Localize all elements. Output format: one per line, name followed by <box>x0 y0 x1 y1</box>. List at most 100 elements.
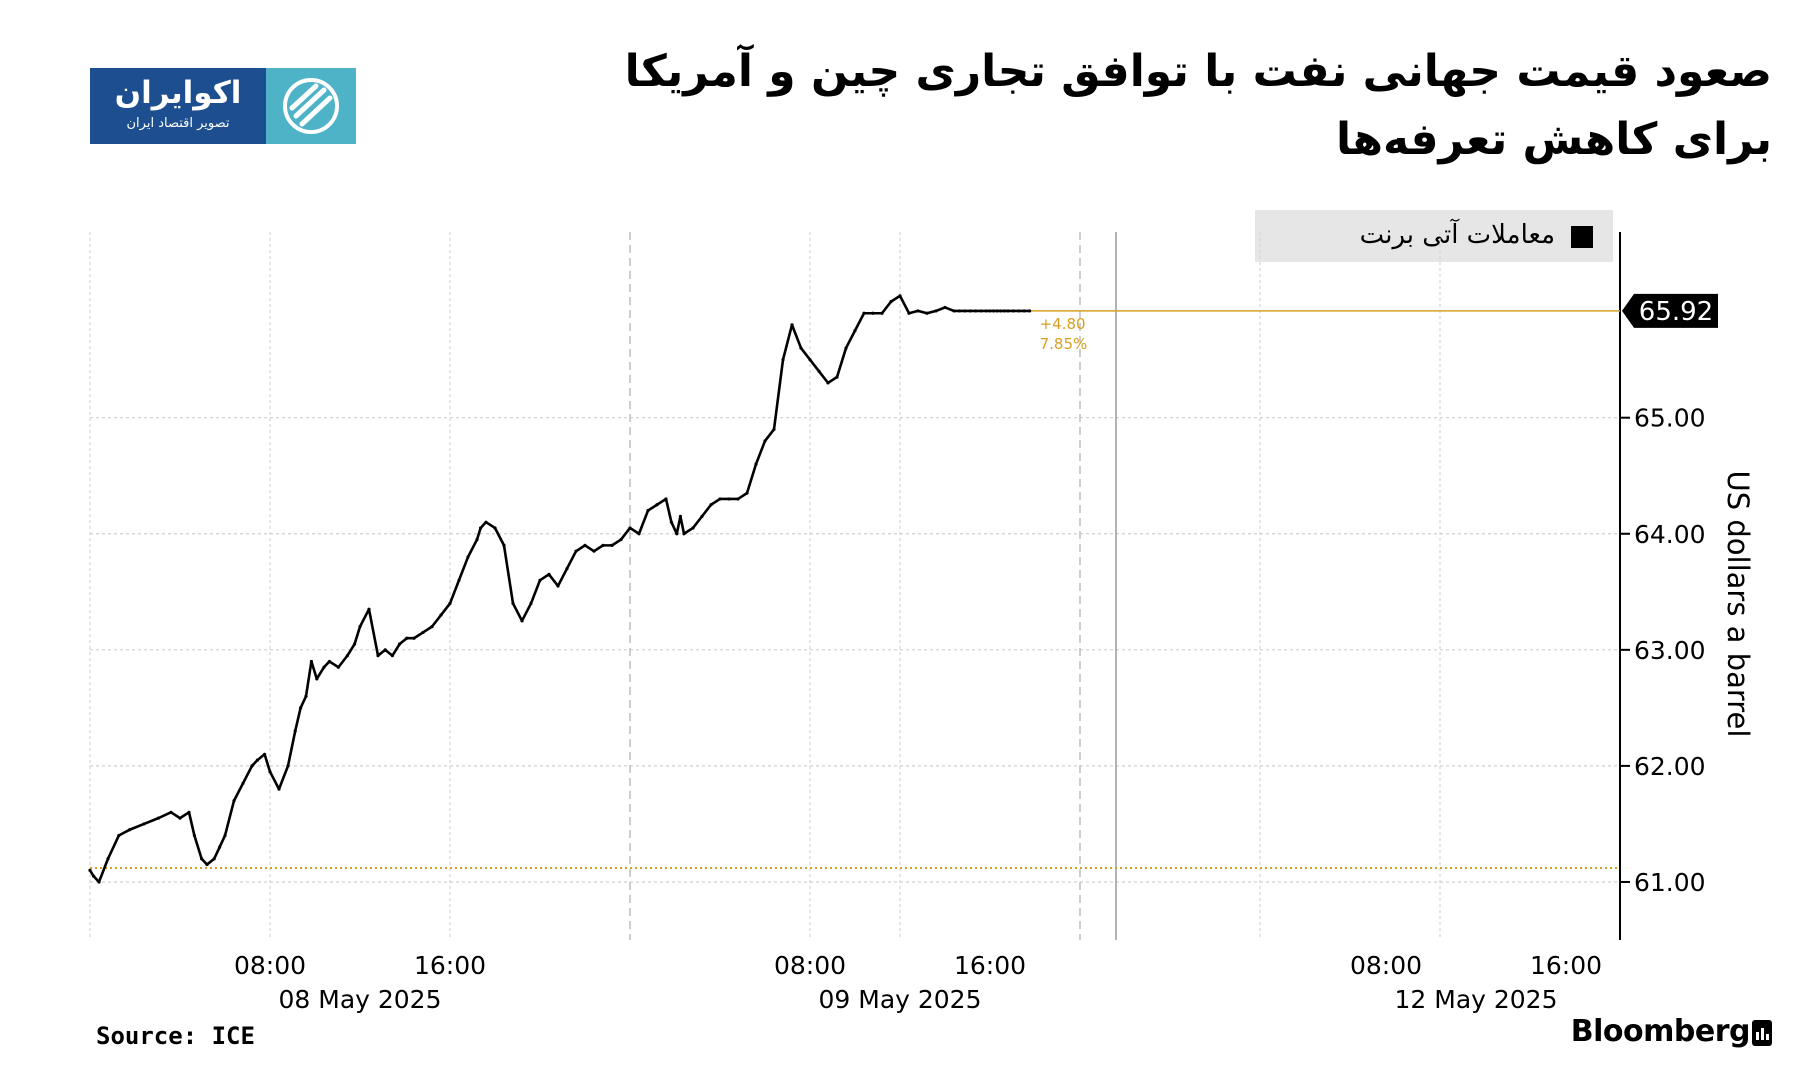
data-point <box>736 497 740 501</box>
y-tick-label: 63.00 <box>1634 636 1706 665</box>
data-point <box>156 816 160 820</box>
data-point <box>529 601 533 606</box>
data-point <box>592 549 596 553</box>
data-point <box>718 497 722 501</box>
data-point <box>128 828 132 832</box>
x-tick-label: 08:00 <box>234 951 306 980</box>
data-point <box>691 526 695 530</box>
data-point <box>169 810 173 814</box>
data-point <box>142 822 146 826</box>
data-point <box>700 514 704 518</box>
x-date-label: 09 May 2025 <box>818 985 981 1014</box>
data-point <box>241 781 245 785</box>
logo-text: اکوایران تصویر اقتصاد ایران <box>90 68 266 144</box>
data-point <box>315 677 319 681</box>
logo-mark-icon <box>266 68 356 144</box>
data-point <box>745 491 749 495</box>
data-point <box>984 309 989 313</box>
data-point <box>390 654 394 658</box>
data-point <box>405 636 409 640</box>
data-point <box>232 799 236 803</box>
data-point <box>1002 309 1007 313</box>
data-point <box>255 758 259 762</box>
data-point <box>610 543 614 547</box>
legend-label: معاملات آتی برنت <box>1359 220 1555 250</box>
legend-swatch <box>1571 226 1593 248</box>
data-point <box>200 857 204 861</box>
data-point <box>263 752 267 756</box>
last-value-label: 65.92 <box>1639 297 1713 327</box>
data-point <box>493 526 497 530</box>
data-point <box>601 543 605 547</box>
data-point <box>187 810 191 814</box>
data-point <box>772 427 776 431</box>
data-point <box>511 601 515 606</box>
data-point <box>457 578 461 582</box>
data-point <box>538 578 542 582</box>
data-point <box>398 642 402 646</box>
data-point <box>212 857 216 861</box>
data-point <box>934 309 938 313</box>
x-date-label: 08 May 2025 <box>278 985 441 1014</box>
data-point <box>322 665 326 669</box>
data-point <box>916 309 920 313</box>
y-tick-label: 64.00 <box>1634 520 1706 549</box>
data-point <box>383 648 387 652</box>
data-point <box>826 381 830 385</box>
data-point <box>106 857 110 861</box>
data-point <box>1028 309 1032 313</box>
data-point <box>574 549 578 553</box>
data-point <box>808 358 812 362</box>
data-point <box>448 601 452 606</box>
data-point <box>223 833 227 838</box>
data-point <box>218 845 222 849</box>
plot-area: +4.80 7.85% <box>88 294 1620 884</box>
data-point <box>727 497 731 501</box>
x-axis: 08:00 08 May 2025 16:00 08:00 09 May 2025 16:… <box>234 951 1602 1014</box>
data-point <box>475 537 479 542</box>
y-axis-label: US dollars a barrel <box>1721 471 1755 738</box>
data-point <box>619 537 623 542</box>
data-point <box>988 309 992 313</box>
data-point <box>117 833 121 838</box>
y-tick-label: 62.00 <box>1634 752 1706 781</box>
data-point <box>817 369 821 373</box>
data-point <box>205 862 209 867</box>
data-point <box>790 323 794 327</box>
gridlines <box>89 232 1620 940</box>
data-point <box>556 584 560 588</box>
x-tick-label: 08:00 <box>774 951 846 980</box>
data-point <box>637 532 641 536</box>
x-tick-label: 16:00 <box>414 951 486 980</box>
data-point <box>1022 309 1026 313</box>
data-point <box>565 566 569 571</box>
x-date-label: 12 May 2025 <box>1394 985 1557 1014</box>
data-point <box>799 346 803 350</box>
data-point <box>502 543 506 547</box>
x-tick-label: 16:00 <box>1530 951 1602 980</box>
data-point <box>952 309 956 313</box>
series-line-brent <box>88 294 1030 884</box>
data-point <box>299 706 303 710</box>
bloomberg-terminal-icon <box>1752 1020 1772 1046</box>
change-pct-label: 7.85% <box>1040 335 1088 353</box>
chart-title: صعود قیمت جهانی نفت با توافق تجاری چین و… <box>624 46 1772 165</box>
data-point <box>675 532 679 536</box>
data-point <box>439 613 443 617</box>
data-point <box>871 311 875 315</box>
data-point <box>957 309 962 313</box>
y-tick-label: 61.00 <box>1634 868 1706 897</box>
x-tick-label: 16:00 <box>954 951 1026 980</box>
data-point <box>898 294 902 298</box>
data-point <box>889 300 893 304</box>
logo-name: اکوایران <box>114 75 242 111</box>
data-point <box>412 636 416 640</box>
data-point <box>286 764 290 768</box>
data-point <box>268 770 272 774</box>
change-abs-label: +4.80 <box>1040 315 1086 333</box>
data-point <box>358 625 362 629</box>
data-point <box>97 880 101 884</box>
data-point <box>466 555 470 559</box>
data-point <box>520 619 524 623</box>
